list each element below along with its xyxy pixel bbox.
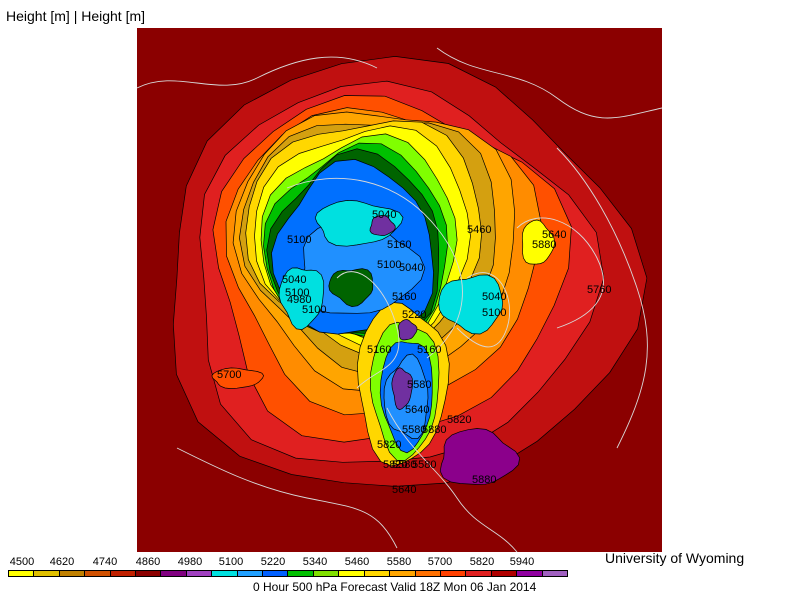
legend-label: 4740 <box>92 556 118 568</box>
contour-label: 5880 <box>422 424 446 436</box>
contour-label: 5040 <box>399 262 423 274</box>
legend-swatch <box>517 571 543 576</box>
legend-label: 5100 <box>218 556 244 568</box>
contour-label: 5160 <box>387 239 411 251</box>
contour-label: 4980 <box>287 294 311 306</box>
coastline <box>176 447 398 549</box>
ridge-spot <box>211 367 264 389</box>
credit-text: University of Wyoming <box>605 550 745 566</box>
coastline <box>286 177 463 359</box>
legend-swatch <box>288 571 314 576</box>
legend-swatch <box>34 571 60 576</box>
contour-label: 5100 <box>302 304 326 316</box>
low-center <box>369 215 396 236</box>
contour-label: 5760 <box>587 284 611 296</box>
legend-swatch <box>136 571 162 576</box>
ridge-spot <box>521 219 556 265</box>
legend-swatch <box>161 571 187 576</box>
contour-label: 5160 <box>417 344 441 356</box>
coastline <box>556 147 648 449</box>
low-center <box>438 274 504 335</box>
legend-label: 5220 <box>260 556 286 568</box>
contour-label: 5160 <box>367 344 391 356</box>
contour-label: 5460 <box>467 224 491 236</box>
tropical-high <box>439 428 521 485</box>
contour-label: 5880 <box>532 239 556 251</box>
legend-label: 5340 <box>302 556 328 568</box>
legend-label: 5940 <box>509 556 535 568</box>
legend-labels: 4500 4620 4740 4860 4980 5100 5220 5340 5460 5580… <box>0 556 600 570</box>
legend-swatch <box>186 571 213 576</box>
contour-label: 5100 <box>285 287 309 299</box>
legend-swatch <box>110 571 137 576</box>
contour-label: 5160 <box>392 291 416 303</box>
legend-swatch <box>542 571 567 576</box>
legend-label: 4860 <box>135 556 161 568</box>
map-title: Height [m] | Height [m] <box>6 8 146 24</box>
contour-label: 5100 <box>377 259 401 271</box>
map-canvas: 5100504049805100510051605040510050405760… <box>137 28 662 552</box>
contour-label: 5100 <box>287 234 311 246</box>
contour-labels: 5100504049805100510051605040510050405760… <box>217 209 611 496</box>
legend-swatch <box>415 571 441 576</box>
legend-swatch <box>212 571 238 576</box>
legend-swatch <box>85 571 111 576</box>
contour-label: 5220 <box>402 309 426 321</box>
contour-label: 5100 <box>482 307 506 319</box>
legend-swatch <box>59 571 86 576</box>
contour-label: 5820 <box>377 439 401 451</box>
legend-swatch <box>9 571 35 576</box>
legend-colorbar <box>8 570 568 577</box>
coastline <box>336 271 400 389</box>
coastline <box>137 56 378 89</box>
legend-swatch <box>466 571 492 576</box>
legend-swatch <box>237 571 264 576</box>
contour-label: 5820 <box>383 459 407 471</box>
legend-label: 4500 <box>9 556 35 568</box>
forecast-caption: 0 Hour 500 hPa Forecast Valid 18Z Mon 06… <box>253 580 537 594</box>
legend-swatch <box>390 571 416 576</box>
contour-label: 5640 <box>392 484 416 496</box>
contour-label: 5580 <box>407 379 431 391</box>
contour-label: 5880 <box>472 474 496 486</box>
legend-label: 4980 <box>177 556 203 568</box>
legend-swatch <box>364 571 391 576</box>
contour-label: 5040 <box>372 209 396 221</box>
low-centers <box>211 200 556 485</box>
contour-label: 5640 <box>542 229 566 241</box>
low-center <box>391 367 414 411</box>
low-center <box>398 319 418 341</box>
contour-label: 5580 <box>412 459 436 471</box>
contour-label: 5580 <box>392 459 416 471</box>
height-map: 5100 5040 4980 5100 5100 5160 5040 5100 5040 5760… <box>137 28 662 552</box>
legend-label: 5460 <box>344 556 370 568</box>
legend-label: 5820 <box>469 556 495 568</box>
contour-label: 5700 <box>217 369 241 381</box>
legend-swatch <box>440 571 467 576</box>
low-center <box>328 268 374 307</box>
coastline <box>456 272 511 348</box>
legend-label: 5580 <box>386 556 412 568</box>
low-center <box>278 267 325 330</box>
contour-label: 5040 <box>482 291 506 303</box>
contour-label: 5040 <box>282 274 306 286</box>
legend-swatch <box>313 571 340 576</box>
coastline <box>516 217 604 329</box>
contour-label: 5640 <box>405 404 429 416</box>
coastline <box>436 47 662 119</box>
legend-swatch <box>491 571 518 576</box>
contour-label: 5820 <box>447 414 471 426</box>
contour-label: 5580 <box>402 424 426 436</box>
legend-swatch <box>263 571 289 576</box>
legend-label: 5700 <box>427 556 453 568</box>
legend-label: 4620 <box>49 556 75 568</box>
coastline <box>386 407 518 552</box>
coastlines <box>137 47 662 552</box>
legend-swatch <box>339 571 365 576</box>
